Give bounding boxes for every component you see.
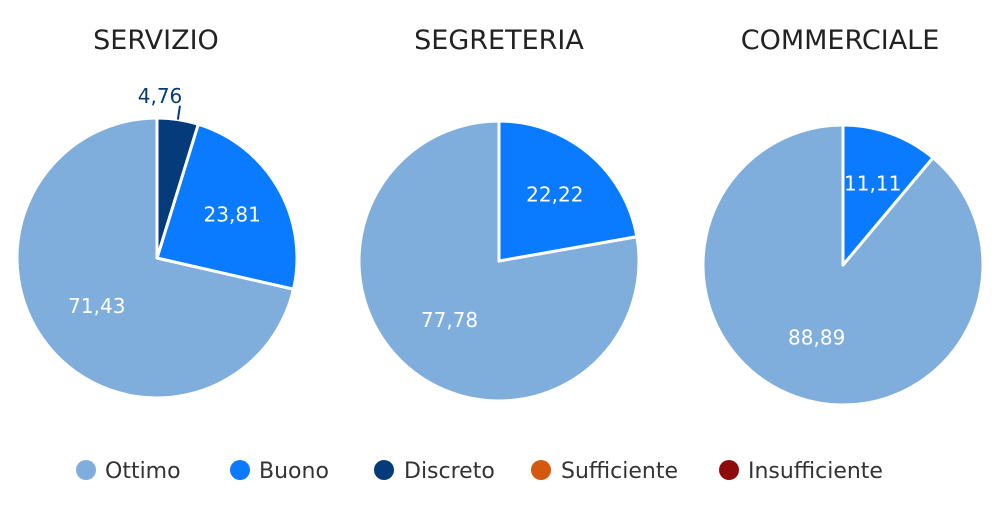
data-label-buono: 11,11	[844, 171, 901, 195]
pie-slice-buono	[155, 122, 299, 291]
pie-slice-buono	[841, 123, 935, 267]
chart-title-servizio: SERVIZIO	[93, 25, 219, 56]
legend-label-discreto: Discreto	[404, 459, 495, 484]
chart-title-segreteria: SEGRETERIA	[414, 25, 584, 56]
legend: Ottimo Buono Discreto Sufficiente Insuff…	[76, 459, 883, 484]
pie-slice-ottimo	[15, 116, 295, 400]
pie-servizio: 71,43 23,81 4,76	[15, 84, 299, 400]
data-label-ottimo: 77,78	[421, 308, 478, 332]
legend-marker-insufficiente	[719, 460, 739, 480]
data-label-ottimo: 88,89	[788, 325, 845, 349]
legend-marker-ottimo	[76, 460, 96, 480]
data-label-discreto: 4,76	[138, 84, 183, 108]
data-label-buono: 22,22	[526, 183, 583, 207]
legend-label-insufficiente: Insufficiente	[748, 459, 883, 484]
pie-segreteria: 77,78 22,22	[357, 119, 641, 403]
legend-marker-sufficiente	[531, 460, 551, 480]
legend-marker-discreto	[374, 460, 394, 480]
pie-slice-buono	[497, 119, 639, 263]
legend-label-ottimo: Ottimo	[105, 459, 181, 484]
legend-label-buono: Buono	[259, 459, 329, 484]
data-label-ottimo: 71,43	[68, 294, 125, 318]
chart-title-commerciale: COMMERCIALE	[741, 25, 940, 56]
pie-commerciale: 88,89 11,11	[701, 123, 985, 407]
leader-line-discreto	[176, 105, 181, 120]
pie-slice-discreto	[155, 116, 200, 260]
data-label-buono: 23,81	[204, 203, 261, 227]
legend-label-sufficiente: Sufficiente	[561, 459, 678, 484]
legend-marker-buono	[230, 460, 250, 480]
